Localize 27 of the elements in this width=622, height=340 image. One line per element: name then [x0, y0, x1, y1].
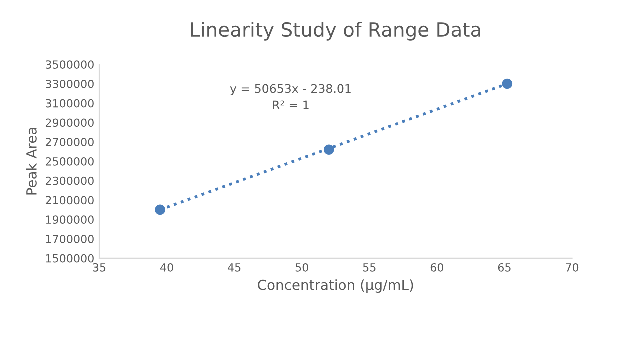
annotation: y = 50653x - 238.01 — [230, 84, 351, 96]
y-tick-label: 1900000 — [46, 216, 94, 224]
y-axis-title: Peak Area — [26, 128, 37, 195]
y-tick-label: 2900000 — [46, 118, 94, 128]
y-tick-label: 3500000 — [46, 60, 94, 69]
x-tick-label: 70 — [566, 263, 579, 272]
x-tick-label: 35 — [93, 263, 106, 272]
point — [502, 78, 513, 90]
y-tick-label: 2500000 — [46, 157, 94, 166]
x-tick-label: 50 — [296, 263, 308, 272]
y-tick-label: 1500000 — [46, 254, 94, 263]
y-tick-label: 3100000 — [46, 99, 94, 108]
point — [324, 144, 334, 156]
x-axis-title: Concentration (µg/mL) — [258, 280, 414, 294]
y-tick-label: 2300000 — [46, 176, 94, 186]
x-tick-label: 55 — [363, 264, 376, 272]
annotation: R² = 1 — [273, 100, 309, 110]
x-tick-label: 65 — [498, 263, 511, 272]
chart-title: Linearity Study of Range Data — [191, 22, 480, 41]
point — [155, 204, 166, 216]
y-tick-label: 3300000 — [46, 80, 94, 88]
x-tick-label: 40 — [160, 263, 174, 272]
x-tick-label: 60 — [430, 263, 444, 272]
y-tick-label: 2700000 — [46, 138, 94, 146]
y-tick-label: 1700000 — [46, 234, 94, 244]
x-tick-label: 45 — [228, 264, 241, 272]
y-tick-label: 2100000 — [46, 196, 94, 205]
